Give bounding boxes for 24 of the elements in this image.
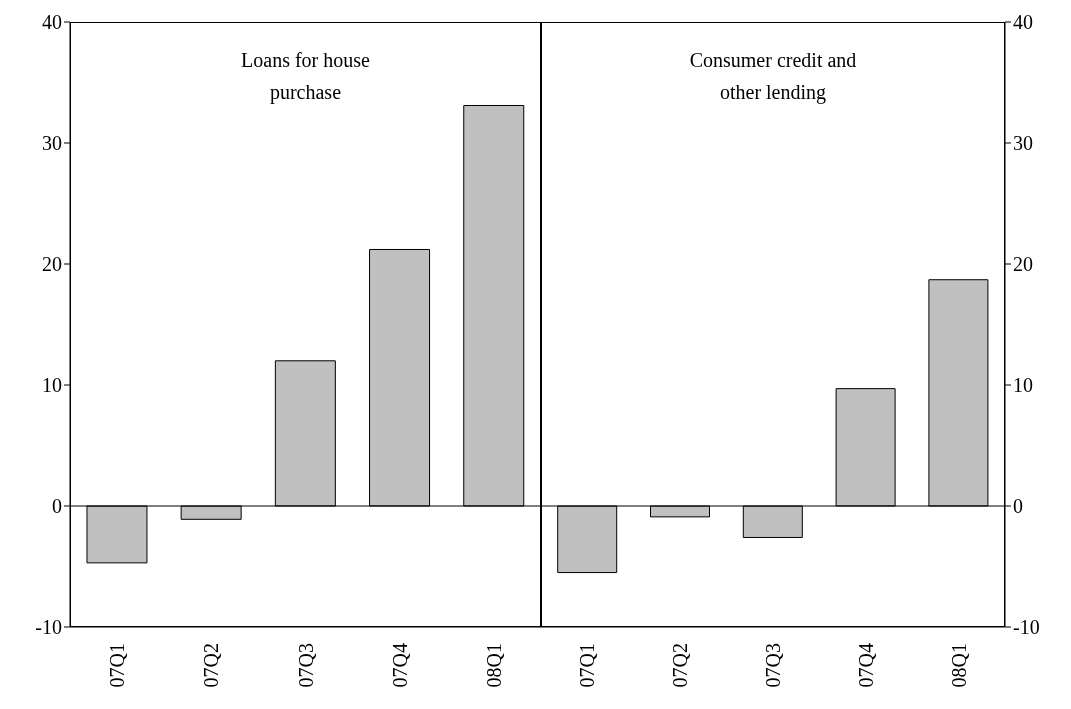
x-tick-label: 07Q3 bbox=[294, 643, 317, 688]
x-tick-label: 07Q3 bbox=[762, 643, 784, 688]
x-tick-label: 07Q4 bbox=[388, 643, 411, 688]
y-tick-label: 40 bbox=[42, 11, 62, 34]
y-tick-label: -10 bbox=[35, 616, 62, 639]
y2-tick-label: 0 bbox=[1013, 495, 1023, 518]
y2-tick-label: 20 bbox=[1013, 253, 1033, 276]
text: Consumer credit and other lending bbox=[688, 48, 858, 106]
x-tick-label: 08Q1 bbox=[482, 643, 505, 688]
y-tick-label: 20 bbox=[42, 253, 62, 276]
y-tick-label: 10 bbox=[42, 374, 62, 397]
x-tick-label: 07Q2 bbox=[669, 643, 692, 688]
y2-tick-label: 30 bbox=[1013, 132, 1033, 155]
y-tick-label: 30 bbox=[42, 132, 62, 155]
y-tick-label: 0 bbox=[52, 495, 62, 518]
y2-tick-label: -10 bbox=[1013, 616, 1040, 639]
x-tick-label: 08Q1 bbox=[947, 643, 970, 688]
y2-tick-label: 10 bbox=[1013, 374, 1033, 397]
x-tick-label: 07Q1 bbox=[106, 643, 129, 688]
x-tick-label: 07Q4 bbox=[854, 643, 877, 688]
text: Loans for house purchase bbox=[240, 48, 371, 106]
y2-tick-label: 40 bbox=[1013, 11, 1033, 34]
x-tick-label: 07Q2 bbox=[200, 643, 223, 688]
x-tick-label: 07Q1 bbox=[576, 643, 599, 688]
